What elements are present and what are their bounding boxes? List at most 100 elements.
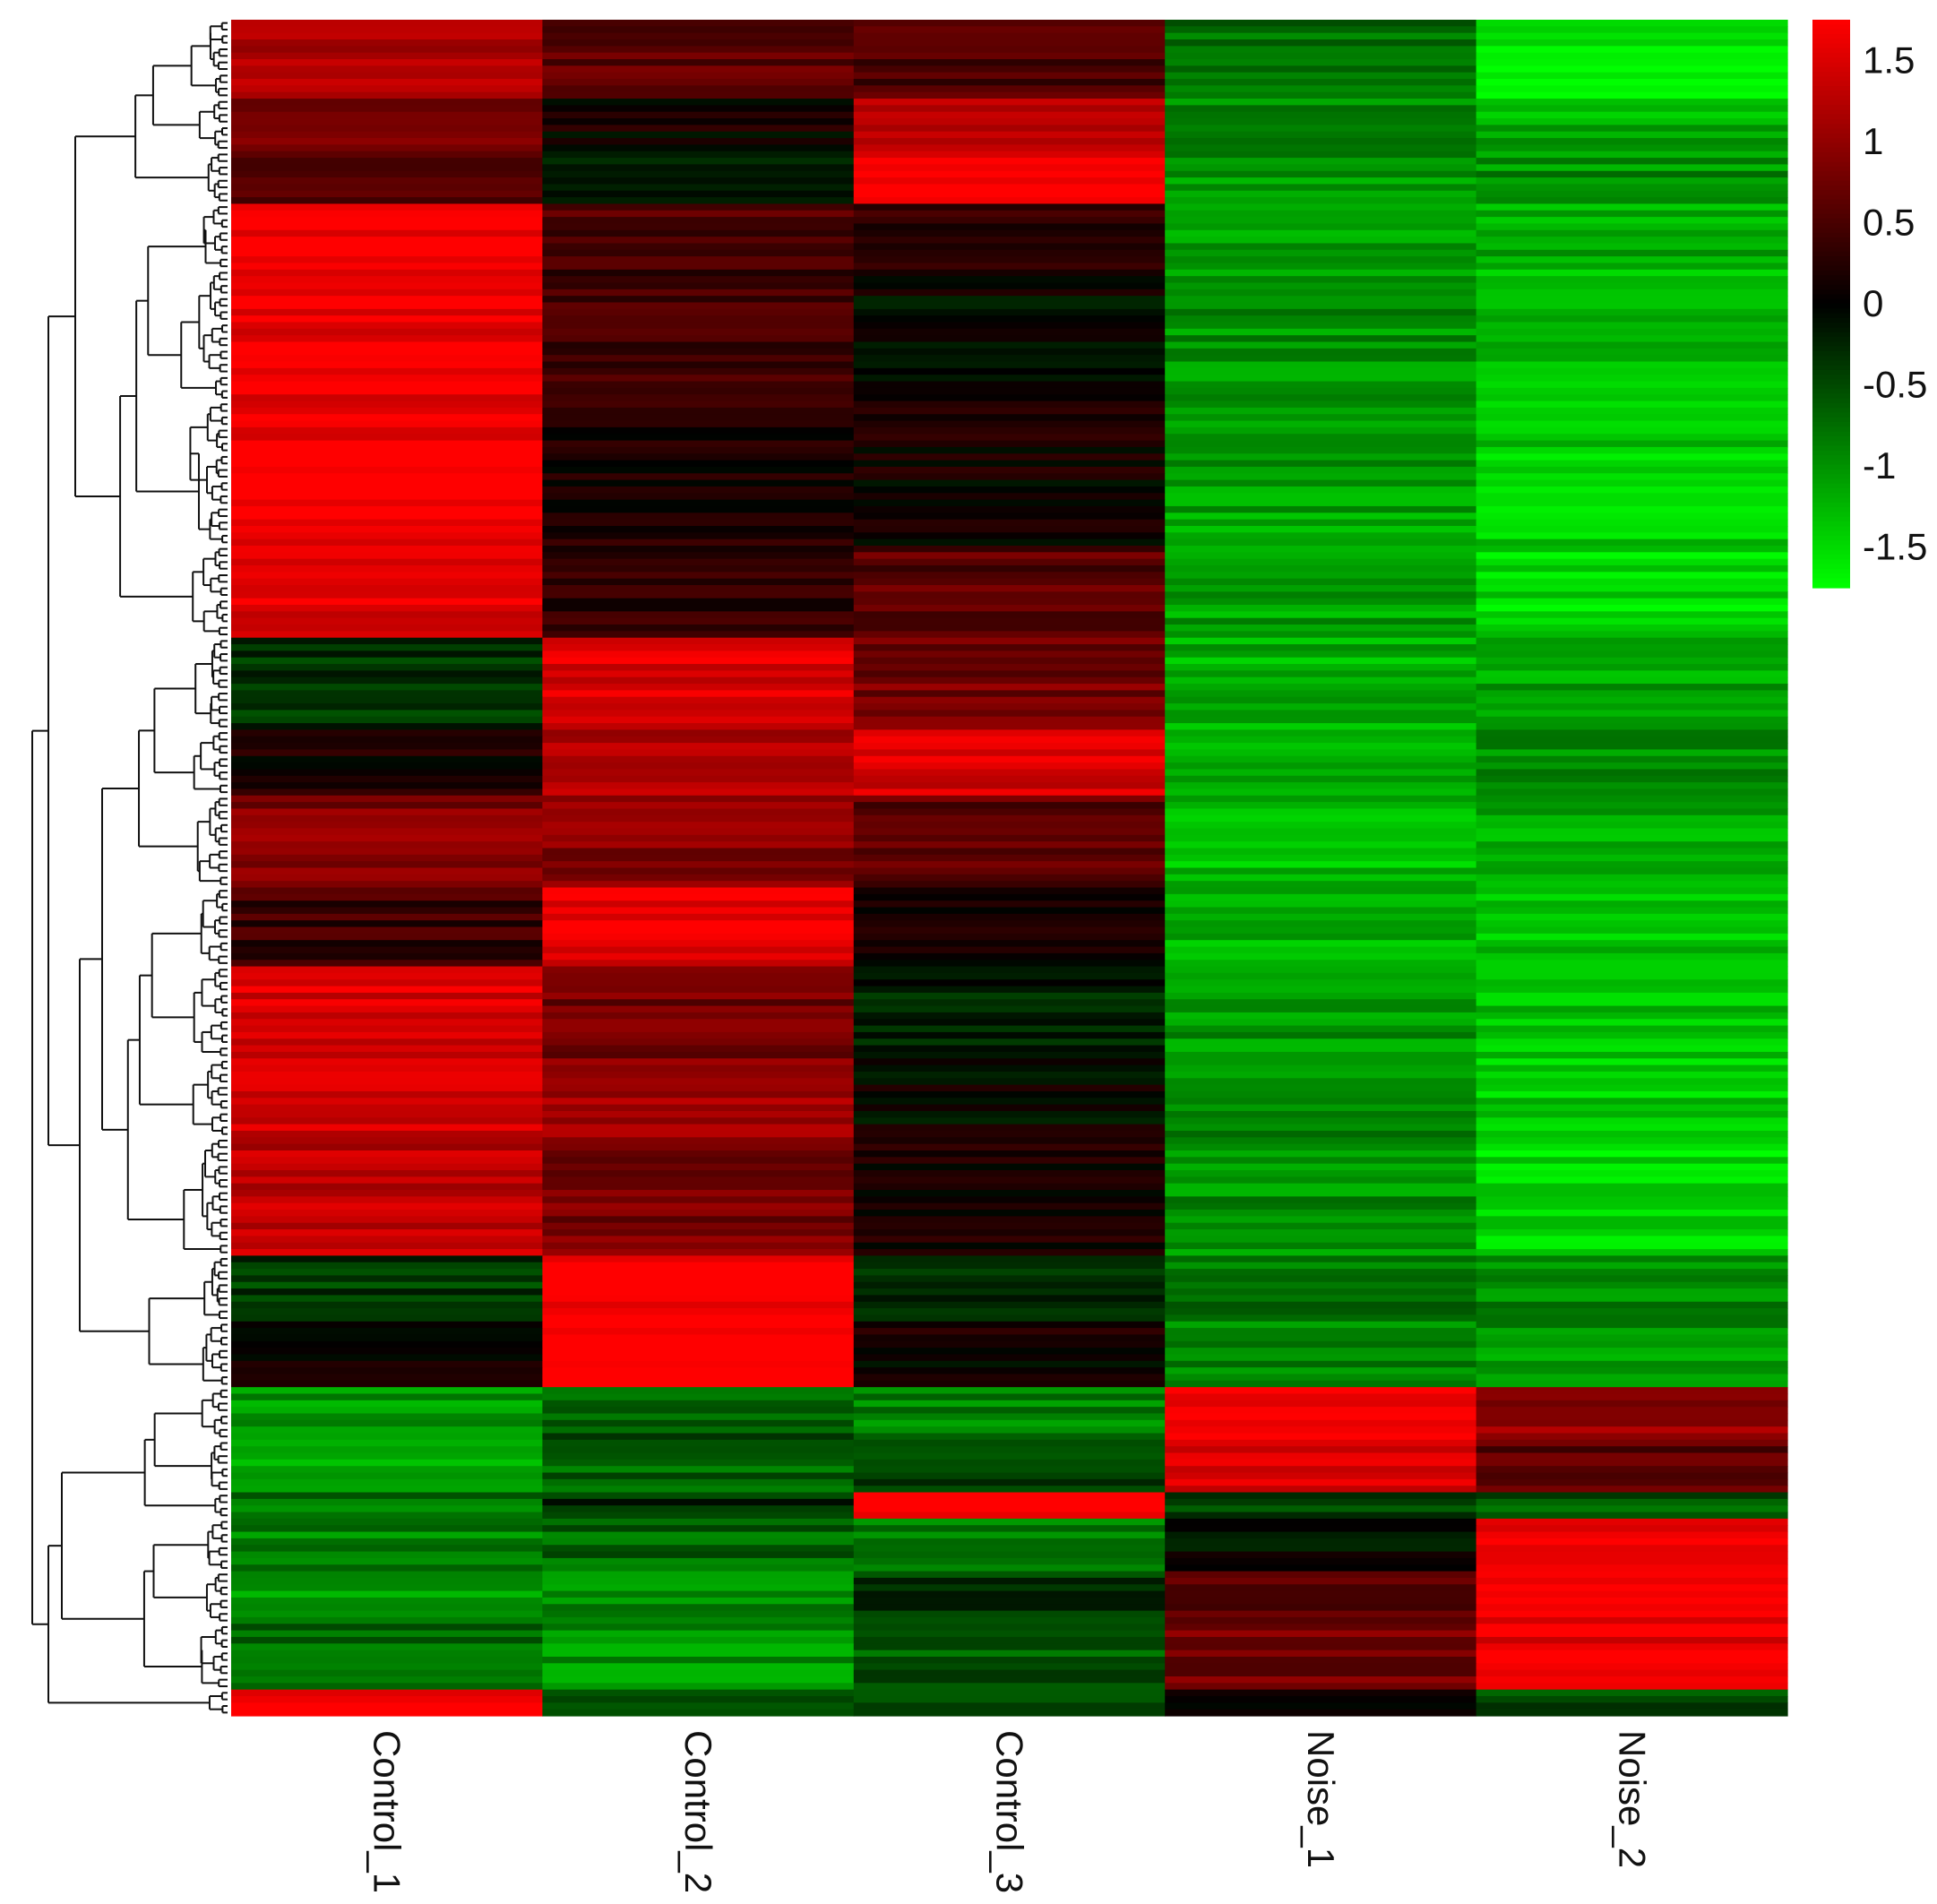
heatmap-cell <box>853 1604 1166 1612</box>
heatmap-cell <box>853 952 1166 961</box>
heatmap-cell <box>231 20 543 27</box>
heatmap-cell <box>542 1210 855 1217</box>
heatmap-cell <box>542 1597 855 1605</box>
color-scale-segment <box>1812 445 1850 452</box>
heatmap-cell <box>1165 229 1477 237</box>
heatmap-cell <box>853 144 1166 152</box>
heatmap-cell <box>1476 1407 1788 1415</box>
heatmap-cell <box>1476 769 1788 777</box>
heatmap-cell <box>542 874 855 882</box>
heatmap-cell <box>853 1025 1166 1033</box>
heatmap-cell <box>542 1328 855 1336</box>
heatmap-cell <box>231 1407 543 1415</box>
heatmap-cell <box>853 1202 1166 1210</box>
heatmap-cell <box>231 979 543 987</box>
heatmap-cell <box>542 1104 855 1112</box>
color-scale-segment <box>1812 341 1850 348</box>
heatmap-cell <box>542 203 855 211</box>
heatmap-cell <box>542 1538 855 1546</box>
heatmap-cell <box>231 308 543 316</box>
heatmap-cell <box>231 769 543 777</box>
heatmap-cell <box>1165 1051 1477 1059</box>
heatmap-cell <box>1165 736 1477 744</box>
heatmap-cell <box>542 1466 855 1474</box>
heatmap-cell <box>231 1176 543 1185</box>
heatmap-cell <box>542 743 855 751</box>
heatmap-cell <box>231 263 543 271</box>
heatmap-cell <box>231 111 543 119</box>
heatmap-cell <box>1476 1630 1788 1638</box>
heatmap-cell <box>1476 39 1788 47</box>
heatmap-cell <box>231 407 543 415</box>
heatmap-cell <box>231 39 543 47</box>
heatmap-cell <box>1476 1604 1788 1612</box>
heatmap-cell <box>231 736 543 744</box>
column-label: Control_3 <box>989 1730 1031 1893</box>
heatmap-cell <box>1476 1301 1788 1309</box>
heatmap-cell <box>231 1196 543 1204</box>
heatmap-cell <box>542 1216 855 1224</box>
color-scale-segment <box>1812 223 1850 229</box>
heatmap-cell <box>1476 1367 1788 1375</box>
heatmap-cell <box>1165 1584 1477 1592</box>
heatmap-cell <box>542 1498 855 1506</box>
heatmap-cell <box>853 1183 1166 1191</box>
heatmap-cell <box>231 1538 543 1546</box>
heatmap-cell <box>1165 986 1477 994</box>
heatmap-cell <box>1476 52 1788 60</box>
heatmap-cell <box>231 552 543 560</box>
heatmap-cell <box>542 1577 855 1585</box>
color-scale-segment <box>1812 332 1850 338</box>
heatmap-cell <box>542 335 855 343</box>
heatmap-cell <box>1476 1019 1788 1027</box>
heatmap-cell <box>1476 1269 1788 1277</box>
heatmap-cell <box>1476 532 1788 540</box>
heatmap-cell <box>853 1584 1166 1592</box>
heatmap-cell <box>1476 1538 1788 1546</box>
heatmap-cell <box>231 1545 543 1553</box>
heatmap-cell <box>542 749 855 757</box>
heatmap-cell <box>1165 20 1477 27</box>
heatmap-cell <box>231 52 543 60</box>
heatmap-cell <box>231 1045 543 1053</box>
heatmap-cell <box>231 269 543 277</box>
heatmap-cell <box>542 125 855 133</box>
heatmap-cell <box>231 249 543 257</box>
heatmap-cell <box>231 315 543 323</box>
heatmap-cell <box>542 1426 855 1434</box>
heatmap-cell <box>231 637 543 645</box>
heatmap-cell <box>853 736 1166 744</box>
heatmap-cell <box>231 558 543 566</box>
heatmap-cell <box>542 1492 855 1500</box>
color-scale-segment <box>1812 545 1850 551</box>
heatmap-cell <box>1165 91 1477 99</box>
heatmap-cell <box>1165 460 1477 468</box>
heatmap-cell <box>231 434 543 442</box>
heatmap-cell <box>1165 1281 1477 1289</box>
heatmap-cell <box>853 190 1166 198</box>
heatmap-cell <box>231 1031 543 1039</box>
heatmap-cell <box>853 138 1166 146</box>
heatmap-cell <box>231 1019 543 1027</box>
color-scale-segment <box>1812 398 1850 404</box>
heatmap-cell <box>1476 434 1788 442</box>
heatmap-cell <box>853 545 1166 553</box>
heatmap-cell <box>231 1400 543 1408</box>
heatmap-cell <box>542 972 855 980</box>
heatmap-cell <box>542 952 855 961</box>
heatmap-cell <box>1476 26 1788 34</box>
heatmap-cell <box>1476 933 1788 941</box>
color-scale-segment <box>1812 298 1850 305</box>
heatmap-cell <box>853 1577 1166 1585</box>
heatmap-cell <box>1165 249 1477 257</box>
heatmap-cell <box>1476 164 1788 172</box>
heatmap-cell <box>1476 802 1788 810</box>
heatmap-cell <box>1476 1419 1788 1427</box>
heatmap-cell <box>853 1492 1166 1500</box>
heatmap-cell <box>231 1616 543 1624</box>
heatmap-cell <box>542 1446 855 1454</box>
heatmap-cell <box>542 367 855 375</box>
heatmap-cell <box>853 1590 1166 1598</box>
heatmap-cell <box>542 486 855 494</box>
heatmap-cell <box>1476 644 1788 651</box>
